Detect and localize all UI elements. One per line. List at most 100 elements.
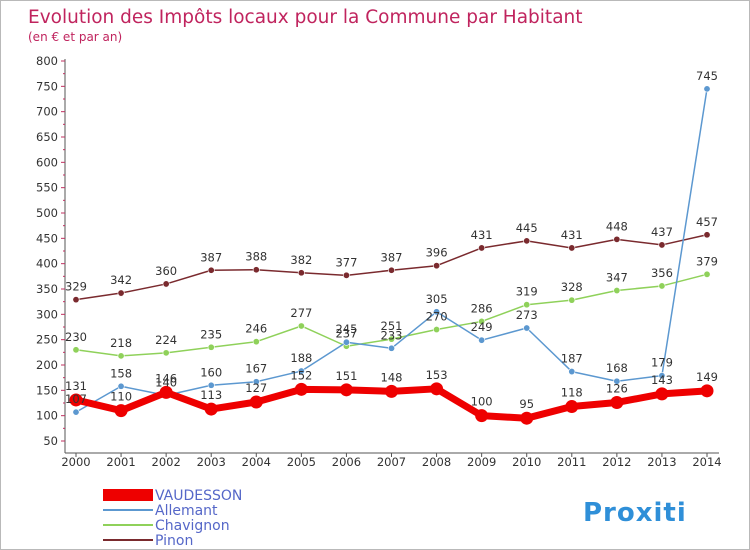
data-label-chavignon: 347 bbox=[606, 271, 628, 285]
data-label-vaudesson: 113 bbox=[200, 388, 222, 402]
data-label-vaudesson: 95 bbox=[519, 397, 534, 411]
data-label-allemant: 158 bbox=[110, 366, 132, 380]
y-tick-label: 750 bbox=[36, 79, 58, 93]
data-point-pinon bbox=[342, 271, 350, 279]
data-point-allemant bbox=[252, 378, 260, 386]
y-tick-label: 500 bbox=[36, 206, 58, 220]
data-point-vaudesson bbox=[385, 384, 398, 398]
data-point-chavignon bbox=[117, 352, 125, 360]
legend-swatch-chavignon bbox=[103, 524, 153, 526]
legend-swatch-vaudesson bbox=[103, 489, 153, 501]
data-label-allemant: 167 bbox=[245, 362, 267, 376]
data-point-vaudesson bbox=[475, 409, 489, 423]
data-point-pinon bbox=[568, 244, 576, 252]
data-point-vaudesson bbox=[69, 393, 83, 407]
data-label-chavignon: 251 bbox=[381, 319, 403, 333]
y-tick-label: 150 bbox=[36, 383, 58, 397]
x-tick-label: 2010 bbox=[512, 455, 541, 469]
data-label-vaudesson: 100 bbox=[471, 395, 493, 409]
data-label-allemant: 305 bbox=[426, 292, 448, 306]
data-point-chavignon bbox=[387, 335, 395, 343]
legend-label-allemant: Allemant bbox=[155, 503, 218, 519]
data-label-vaudesson: 153 bbox=[426, 368, 448, 382]
data-label-chavignon: 328 bbox=[561, 280, 583, 294]
data-label-chavignon: 218 bbox=[110, 336, 132, 350]
data-label-chavignon: 356 bbox=[651, 266, 673, 280]
y-tick-label: 50 bbox=[43, 434, 58, 448]
data-point-chavignon bbox=[72, 346, 80, 354]
y-tick-label: 200 bbox=[36, 358, 58, 372]
data-point-vaudesson bbox=[700, 384, 714, 398]
data-point-chavignon bbox=[162, 349, 170, 357]
data-label-pinon: 457 bbox=[696, 215, 718, 229]
data-label-pinon: 388 bbox=[245, 250, 267, 264]
data-point-vaudesson bbox=[204, 402, 218, 416]
data-label-chavignon: 224 bbox=[155, 333, 177, 347]
data-label-pinon: 360 bbox=[155, 264, 177, 278]
series-vaudesson bbox=[69, 382, 714, 425]
data-point-pinon bbox=[478, 244, 486, 252]
y-tick-label: 700 bbox=[36, 105, 58, 119]
data-label-vaudesson: 143 bbox=[651, 373, 673, 387]
proxiti-logo: Proxiti bbox=[583, 498, 686, 528]
y-tick-label: 550 bbox=[36, 181, 58, 195]
data-point-allemant bbox=[433, 308, 441, 316]
x-tick-label: 2007 bbox=[377, 455, 406, 469]
legend-label-pinon: Pinon bbox=[155, 533, 193, 549]
data-label-chavignon: 237 bbox=[335, 326, 357, 340]
data-label-allemant: 168 bbox=[606, 361, 628, 375]
data-label-pinon: 382 bbox=[290, 253, 312, 267]
data-label-vaudesson: 126 bbox=[606, 381, 628, 395]
legend-label-vaudesson: VAUDESSON bbox=[155, 488, 242, 504]
data-label-pinon: 387 bbox=[381, 250, 403, 264]
data-label-allemant: 249 bbox=[471, 320, 493, 334]
data-point-chavignon bbox=[207, 343, 215, 351]
data-label-pinon: 387 bbox=[200, 250, 222, 264]
data-label-vaudesson: 127 bbox=[245, 381, 267, 395]
data-label-pinon: 448 bbox=[606, 219, 628, 233]
data-point-vaudesson bbox=[159, 385, 173, 399]
data-label-vaudesson: 146 bbox=[155, 371, 177, 385]
data-point-vaudesson bbox=[430, 382, 444, 396]
x-tick-label: 2014 bbox=[692, 455, 721, 469]
data-label-pinon: 431 bbox=[471, 228, 493, 242]
data-label-vaudesson: 110 bbox=[110, 390, 132, 404]
y-tick-label: 450 bbox=[36, 231, 58, 245]
data-point-chavignon bbox=[658, 282, 666, 290]
data-point-allemant bbox=[523, 324, 531, 332]
data-label-pinon: 396 bbox=[426, 246, 448, 260]
series-allemant bbox=[72, 85, 711, 416]
y-tick-label: 100 bbox=[36, 409, 58, 423]
data-label-allemant: 233 bbox=[381, 328, 403, 342]
data-point-allemant bbox=[207, 381, 215, 389]
data-point-pinon bbox=[433, 262, 441, 270]
data-label-vaudesson: 151 bbox=[335, 369, 357, 383]
axes: 50 100 150 200 250 300 350 400 450 500 550 600 650 70… bbox=[36, 54, 722, 469]
x-tick-label: 2006 bbox=[332, 455, 361, 469]
data-point-vaudesson bbox=[339, 383, 353, 397]
data-point-chavignon bbox=[523, 301, 531, 309]
data-point-vaudesson bbox=[655, 387, 669, 401]
data-point-vaudesson bbox=[249, 395, 263, 409]
data-point-pinon bbox=[703, 231, 711, 239]
series-layer bbox=[69, 85, 714, 425]
data-point-chavignon bbox=[568, 296, 576, 304]
x-tick-label: 2008 bbox=[422, 455, 451, 469]
data-point-pinon bbox=[658, 241, 666, 249]
data-label-chavignon: 379 bbox=[696, 254, 718, 268]
data-point-chavignon bbox=[703, 270, 711, 278]
y-tick-label: 800 bbox=[36, 54, 58, 68]
chart-title: Evolution des Impôts locaux pour la Comm… bbox=[28, 7, 583, 28]
data-point-vaudesson bbox=[565, 400, 579, 414]
data-point-allemant bbox=[117, 382, 125, 390]
data-label-allemant: 160 bbox=[200, 365, 222, 379]
data-point-vaudesson bbox=[294, 382, 308, 396]
data-label-vaudesson: 152 bbox=[290, 368, 312, 382]
y-tick-label: 300 bbox=[36, 307, 58, 321]
x-tick-label: 2004 bbox=[242, 455, 271, 469]
data-label-allemant: 245 bbox=[335, 322, 357, 336]
legend-label-chavignon: Chavignon bbox=[155, 518, 230, 534]
